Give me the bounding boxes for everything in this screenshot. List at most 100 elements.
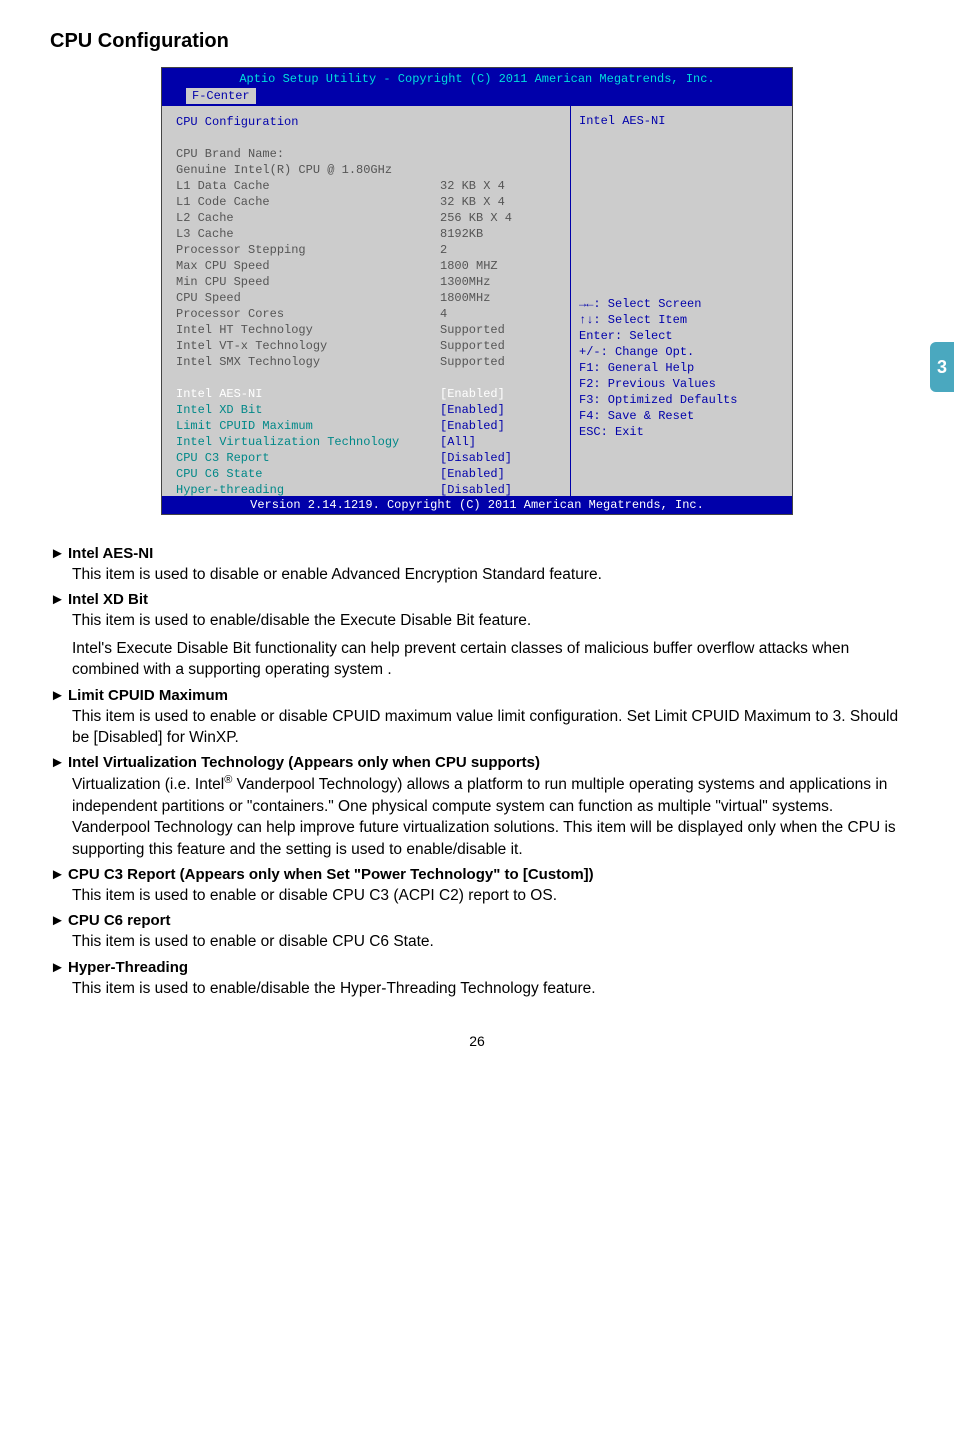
- bios-row-label: CPU C6 State: [176, 467, 440, 481]
- doc-item-heading: ►Intel AES-NI: [50, 545, 904, 562]
- doc-item-body: This item is used to disable or enable A…: [72, 564, 904, 585]
- side-chapter-tab: 3: [930, 342, 954, 392]
- bios-row: [176, 130, 560, 146]
- bios-row-label: Min CPU Speed: [176, 275, 440, 289]
- bios-row: Intel VT-x TechnologySupported: [176, 338, 560, 354]
- bios-header-text: Aptio Setup Utility - Copyright (C) 2011…: [239, 72, 714, 86]
- bios-legend-line: +/-: Change Opt.: [579, 344, 737, 360]
- bios-legend-line: F3: Optimized Defaults: [579, 392, 737, 408]
- bios-row-label: L2 Cache: [176, 211, 440, 225]
- arrow-icon: ►: [50, 959, 68, 976]
- bios-row-value: 1800MHz: [440, 291, 560, 305]
- page-container: CPU Configuration Aptio Setup Utility - …: [0, 0, 954, 1089]
- bios-row-label: Intel XD Bit: [176, 403, 440, 417]
- bios-legend-line: F1: General Help: [579, 360, 737, 376]
- bios-row-label: CPU C3 Report: [176, 451, 440, 465]
- bios-row-label: L1 Data Cache: [176, 179, 440, 193]
- bios-row: Limit CPUID Maximum[Enabled]: [176, 418, 560, 434]
- doc-item-heading-text: Intel AES-NI: [68, 545, 153, 562]
- doc-item-heading: ►CPU C6 report: [50, 912, 904, 929]
- bios-row-label: Intel VT-x Technology: [176, 339, 440, 353]
- bios-legend-line: ↑↓: Select Item: [579, 312, 737, 328]
- bios-row-value: [Disabled]: [440, 451, 560, 465]
- page-number: 26: [50, 1033, 904, 1049]
- bios-row: L3 Cache8192KB: [176, 226, 560, 242]
- bios-row: CPU C3 Report[Disabled]: [176, 450, 560, 466]
- bios-row: L1 Code Cache32 KB X 4: [176, 194, 560, 210]
- bios-row: Intel XD Bit[Enabled]: [176, 402, 560, 418]
- arrow-icon: ►: [50, 912, 68, 929]
- doc-item: ►CPU C3 Report (Appears only when Set "P…: [50, 866, 904, 906]
- bios-row: CPU Speed1800MHz: [176, 290, 560, 306]
- doc-item-heading-text: Limit CPUID Maximum: [68, 687, 228, 704]
- bios-row: Processor Stepping2: [176, 242, 560, 258]
- bios-row: [176, 370, 560, 386]
- doc-item-body: This item is used to enable/disable the …: [72, 978, 904, 999]
- bios-row: Genuine Intel(R) CPU @ 1.80GHz: [176, 162, 560, 178]
- doc-item-body: This item is used to enable or disable C…: [72, 706, 904, 749]
- bios-row: Hyper-threading[Disabled]: [176, 482, 560, 498]
- bios-row: CPU Brand Name:: [176, 146, 560, 162]
- bios-footer: Version 2.14.1219. Copyright (C) 2011 Am…: [162, 496, 792, 514]
- bios-row-label: L1 Code Cache: [176, 195, 440, 209]
- bios-row-label: Max CPU Speed: [176, 259, 440, 273]
- doc-item-heading: ►Intel XD Bit: [50, 591, 904, 608]
- doc-item-heading: ►Hyper-Threading: [50, 959, 904, 976]
- bios-row-value: Supported: [440, 355, 560, 369]
- bios-row-value: [Enabled]: [440, 403, 560, 417]
- section-title: CPU Configuration: [50, 30, 904, 53]
- bios-row: L1 Data Cache32 KB X 4: [176, 178, 560, 194]
- bios-row: CPU Configuration: [176, 114, 560, 130]
- bios-row: Intel SMX TechnologySupported: [176, 354, 560, 370]
- bios-legend-line: F2: Previous Values: [579, 376, 737, 392]
- bios-row-value: [All]: [440, 435, 560, 449]
- doc-item-body: Intel's Execute Disable Bit functionalit…: [72, 638, 904, 681]
- doc-item-heading-text: Intel Virtualization Technology (Appears…: [68, 754, 540, 771]
- bios-row-value: [Enabled]: [440, 419, 560, 433]
- arrow-icon: ►: [50, 866, 68, 883]
- doc-item-heading: ►Intel Virtualization Technology (Appear…: [50, 754, 904, 771]
- doc-item-body: This item is used to enable or disable C…: [72, 931, 904, 952]
- doc-item-heading-text: CPU C3 Report (Appears only when Set "Po…: [68, 866, 594, 883]
- bios-row-label: Processor Stepping: [176, 243, 440, 257]
- doc-item: ►Intel XD Bit This item is used to enable…: [50, 591, 904, 680]
- bios-row: Processor Cores4: [176, 306, 560, 322]
- doc-item-body: This item is used to enable/disable the …: [72, 610, 904, 631]
- doc-item: ►CPU C6 report This item is used to enabl…: [50, 912, 904, 952]
- bios-row: Intel AES-NI[Enabled]: [176, 386, 560, 402]
- bios-row-label: L3 Cache: [176, 227, 440, 241]
- bios-legend-line: ESC: Exit: [579, 424, 737, 440]
- bios-row-label: Hyper-threading: [176, 483, 440, 497]
- arrow-icon: ►: [50, 687, 68, 704]
- doc-item-heading: ►Limit CPUID Maximum: [50, 687, 904, 704]
- bios-tab: F-Center: [186, 88, 256, 104]
- doc-item-body: Virtualization (i.e. Intel® Vanderpool T…: [72, 773, 904, 860]
- bios-row-label: CPU Configuration: [176, 115, 440, 129]
- bios-tab-row: F-Center: [162, 86, 792, 106]
- bios-row-value: Supported: [440, 323, 560, 337]
- bios-row: CPU C6 State[Enabled]: [176, 466, 560, 482]
- bios-legend: →←: Select Screen↑↓: Select ItemEnter: S…: [579, 296, 737, 440]
- arrow-icon: ►: [50, 591, 68, 608]
- doc-item-heading-text: Intel XD Bit: [68, 591, 148, 608]
- bios-left-panel: CPU Configuration CPU Brand Name: Genuine …: [162, 106, 571, 496]
- doc-item: ►Intel Virtualization Technology (Appear…: [50, 754, 904, 860]
- bios-row-value: 2: [440, 243, 560, 257]
- bios-row-label: CPU Speed: [176, 291, 440, 305]
- doc-item-heading: ►CPU C3 Report (Appears only when Set "P…: [50, 866, 904, 883]
- arrow-icon: ►: [50, 545, 68, 562]
- bios-row-value: Supported: [440, 339, 560, 353]
- doc-item-body: This item is used to enable or disable C…: [72, 885, 904, 906]
- bios-row-label: Intel HT Technology: [176, 323, 440, 337]
- bios-right-panel: Intel AES-NI →←: Select Screen↑↓: Select…: [571, 106, 792, 496]
- bios-row-value: [Enabled]: [440, 467, 560, 481]
- doc-item: ►Hyper-Threading This item is used to ena…: [50, 959, 904, 999]
- doc-item-heading-text: Hyper-Threading: [68, 959, 188, 976]
- bios-help-title: Intel AES-NI: [579, 114, 784, 128]
- bios-row-label: CPU Brand Name:: [176, 147, 440, 161]
- bios-row: L2 Cache256 KB X 4: [176, 210, 560, 226]
- bios-row-label: Intel AES-NI: [176, 387, 440, 401]
- bios-legend-line: Enter: Select: [579, 328, 737, 344]
- bios-legend-line: →←: Select Screen: [579, 296, 737, 312]
- bios-row-label: Genuine Intel(R) CPU @ 1.80GHz: [176, 163, 440, 177]
